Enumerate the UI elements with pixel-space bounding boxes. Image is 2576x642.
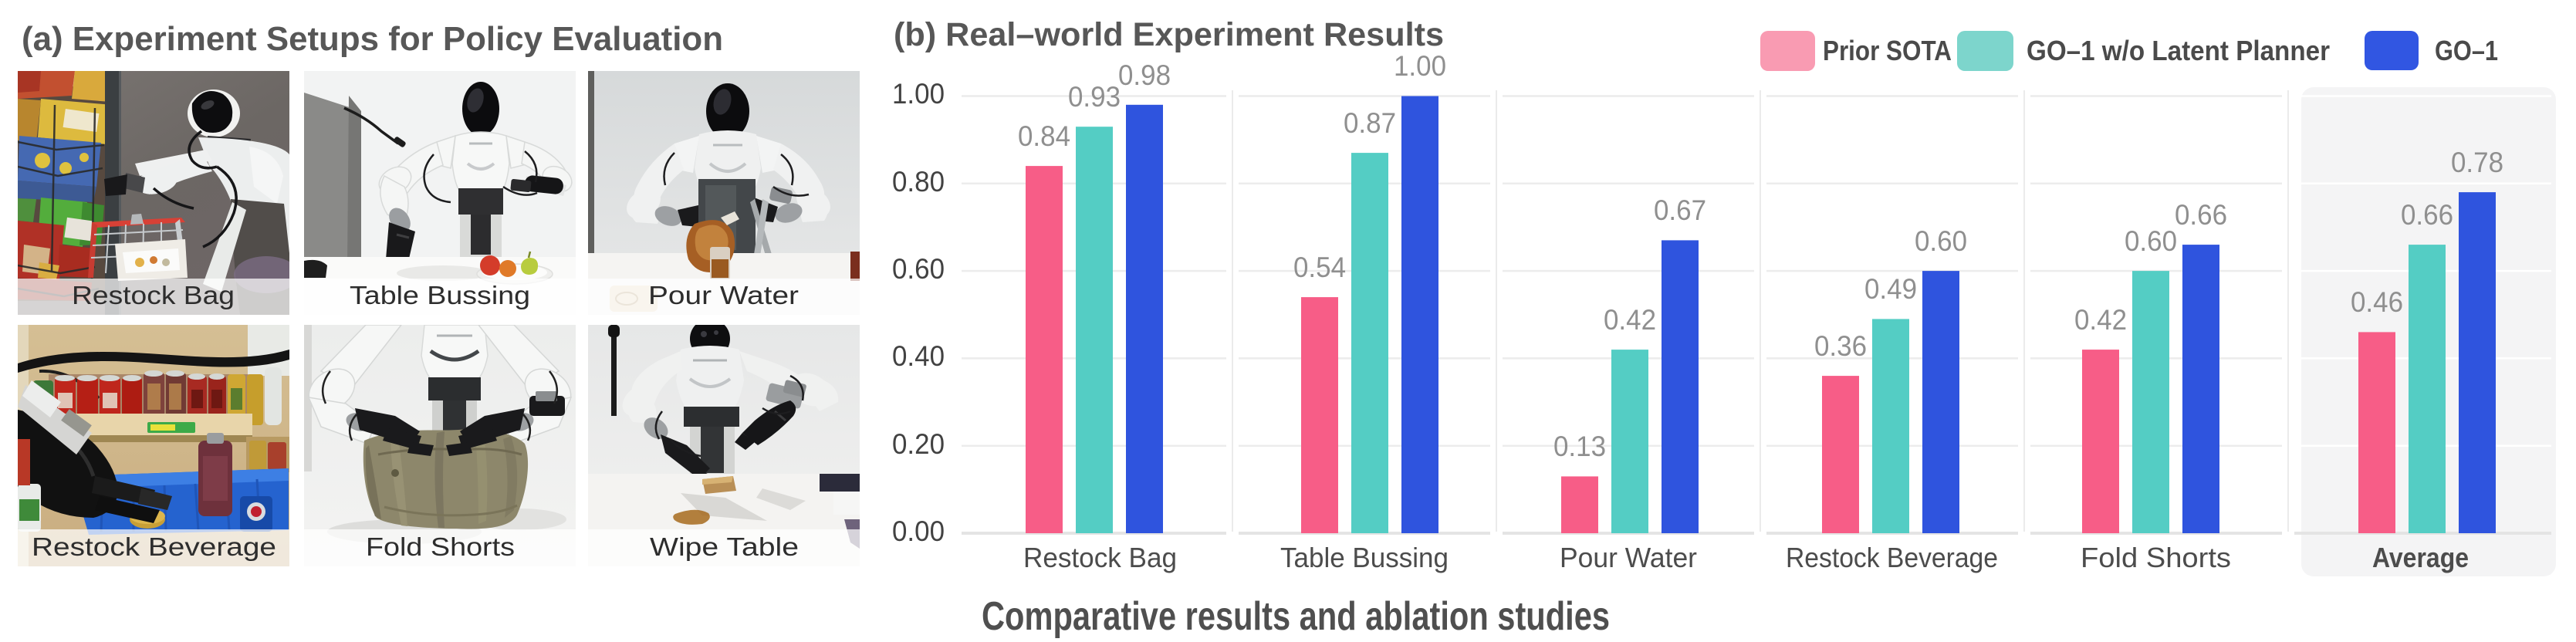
- svg-text:0.93: 0.93: [1068, 81, 1121, 113]
- svg-text:Table Bussing: Table Bussing: [1280, 542, 1449, 573]
- svg-text:0.54: 0.54: [1293, 252, 1346, 283]
- svg-text:Fold Shorts: Fold Shorts: [366, 532, 515, 561]
- svg-text:Average: Average: [2372, 542, 2469, 573]
- svg-text:0.60: 0.60: [892, 253, 945, 285]
- svg-text:Fold Shorts: Fold Shorts: [2081, 542, 2231, 573]
- svg-text:1.00: 1.00: [892, 78, 945, 110]
- svg-text:Restock Bag: Restock Bag: [1023, 542, 1177, 573]
- svg-text:0.00: 0.00: [892, 515, 945, 547]
- svg-text:0.40: 0.40: [892, 340, 945, 372]
- svg-text:0.46: 0.46: [2351, 286, 2403, 318]
- svg-text:0.98: 0.98: [1118, 59, 1171, 91]
- svg-text:0.42: 0.42: [1604, 304, 1656, 336]
- svg-text:Restock Bag: Restock Bag: [72, 281, 235, 309]
- svg-text:0.67: 0.67: [1654, 194, 1706, 226]
- svg-text:Pour Water: Pour Water: [648, 281, 799, 309]
- svg-text:0.13: 0.13: [1553, 431, 1606, 462]
- svg-text:GO–1: GO–1: [2435, 35, 2498, 66]
- svg-text:0.84: 0.84: [1018, 120, 1070, 152]
- svg-text:0.78: 0.78: [2451, 147, 2503, 178]
- svg-text:(b) Real–world Experiment Resu: (b) Real–world Experiment Results: [894, 16, 1444, 53]
- svg-text:0.42: 0.42: [2074, 304, 2127, 336]
- svg-text:0.66: 0.66: [2401, 199, 2453, 231]
- svg-text:Pour Water: Pour Water: [1560, 542, 1697, 573]
- svg-text:1.00: 1.00: [1394, 50, 1446, 82]
- svg-text:0.60: 0.60: [2125, 225, 2177, 257]
- svg-text:0.36: 0.36: [1814, 330, 1867, 362]
- svg-text:Table Bussing: Table Bussing: [350, 281, 530, 309]
- svg-text:0.60: 0.60: [1915, 225, 1967, 257]
- svg-text:Wipe Table: Wipe Table: [650, 532, 799, 561]
- svg-text:GO–1 w/o Latent Planner: GO–1 w/o Latent Planner: [2027, 35, 2330, 66]
- svg-text:0.87: 0.87: [1344, 107, 1396, 139]
- svg-text:0.20: 0.20: [892, 428, 945, 460]
- svg-text:0.66: 0.66: [2175, 199, 2227, 231]
- svg-text:(a) Experiment Setups for Poli: (a) Experiment Setups for Policy Evaluat…: [22, 20, 723, 58]
- svg-text:Restock Beverage: Restock Beverage: [32, 532, 276, 561]
- svg-text:0.80: 0.80: [892, 166, 945, 198]
- svg-text:Restock Beverage: Restock Beverage: [1786, 542, 1998, 573]
- svg-text:0.49: 0.49: [1864, 273, 1917, 305]
- svg-text:Prior SOTA: Prior SOTA: [1823, 35, 1952, 66]
- svg-text:Comparative results and ablati: Comparative results and ablation studies: [982, 594, 1610, 639]
